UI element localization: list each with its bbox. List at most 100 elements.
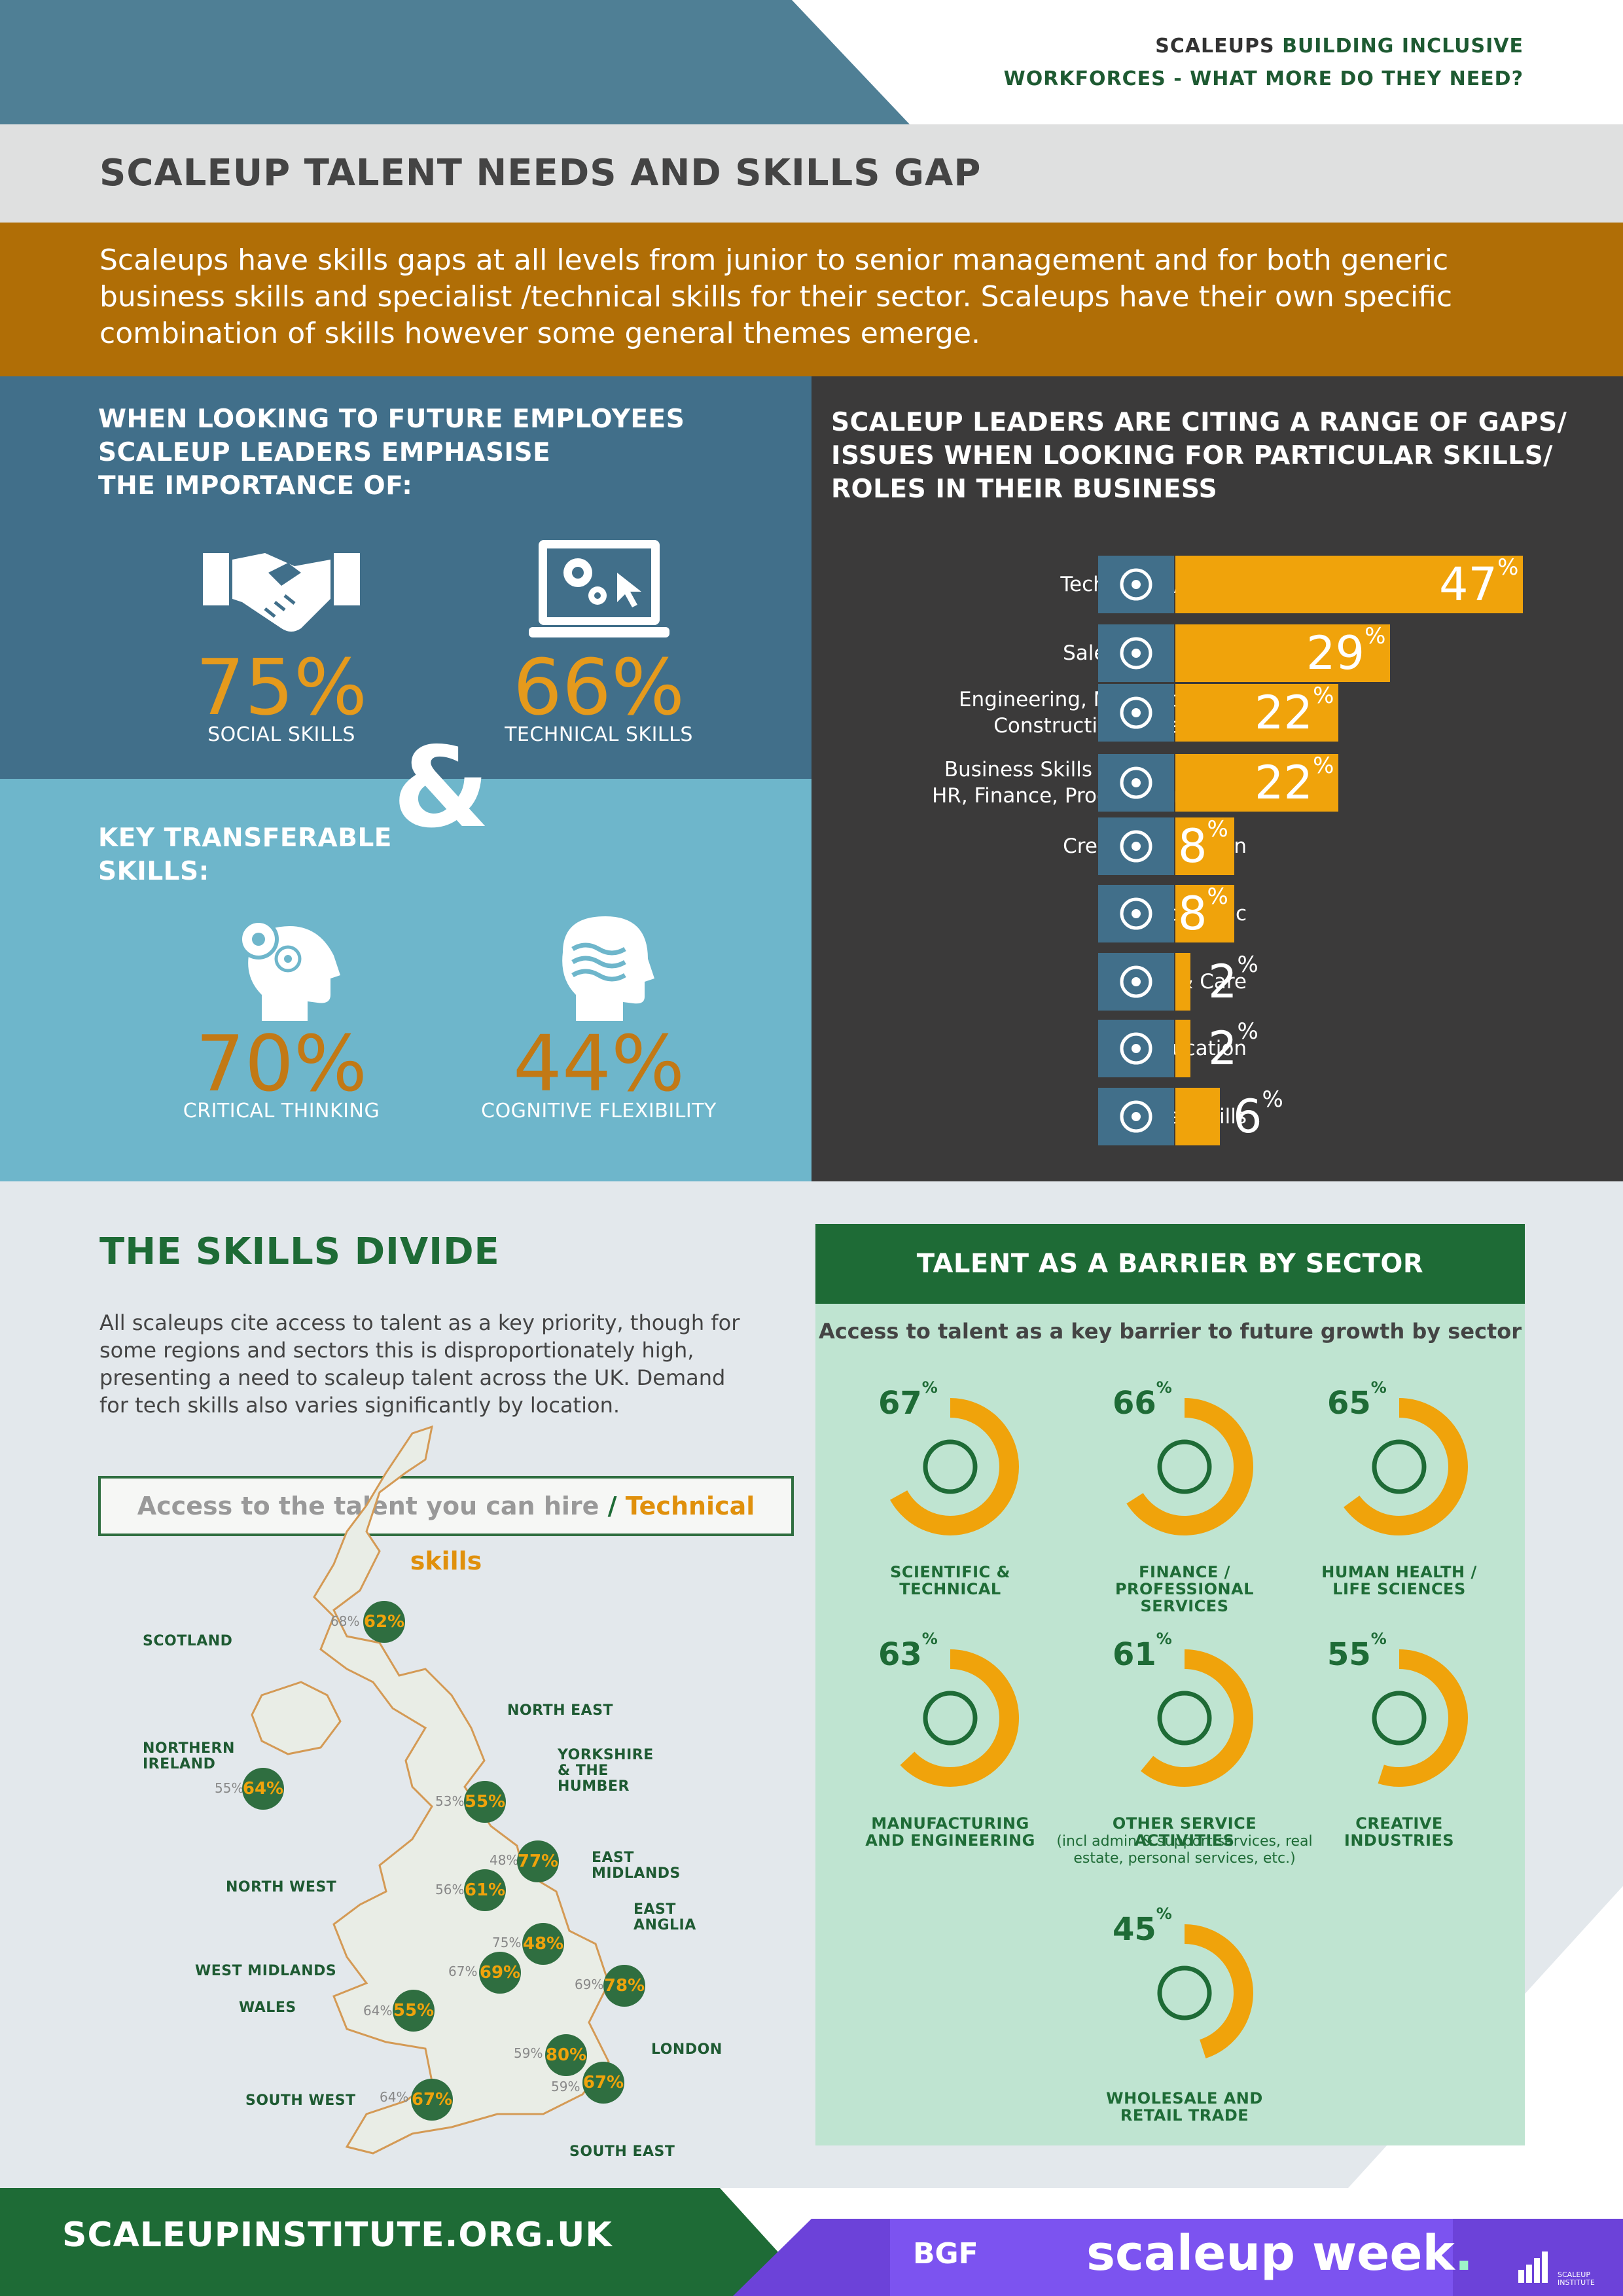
donut-label-line: TECHNICAL [899,1580,1001,1598]
region-ni-tech: 64% [242,1768,284,1810]
donut-percent-unit: % [921,1630,938,1648]
pencil-icon [1372,1691,1427,1746]
scaleup-institute-logo-icon [1518,2251,1548,2283]
region-south-west-label: SOUTH WEST [245,2092,356,2109]
bar-value-label: 29% [1306,623,1385,683]
logo-line: SCALEUP [1558,2270,1590,2279]
region-north-east-label: NORTH EAST [507,1702,614,1719]
bar-value-unit: % [1237,1018,1258,1045]
footer-purple-inner [890,2219,1453,2296]
donut-label: MANUFACTURING AND ENGINEERING [839,1815,1061,1849]
donut-percent-number: 55 [1327,1636,1371,1673]
heading-line: ROLES IN THEIR BUSINESS [831,475,1218,504]
donut-label-line: WHOLESALE AND [1106,2089,1263,2108]
heading-line: ISSUES WHEN LOOKING FOR PARTICULAR SKILL… [831,441,1553,471]
region-scotland-access: 68% [330,1613,360,1629]
donut-ring [900,1649,1019,1787]
header-line1-dark: SCALEUPS [1155,35,1275,58]
donut-percent: 65% [1327,1378,1387,1422]
donut-label-line: AND ENGINEERING [865,1831,1035,1850]
region-em-access: 75% [492,1935,522,1950]
donut-label-line: FINANCE / PROFESSIONAL [1115,1563,1255,1598]
bar [1175,624,1390,682]
website-link[interactable]: SCALEUPINSTITUTE.ORG.UK [62,2215,613,2255]
ampersand: & [393,723,490,853]
donut-label: CREATIVE INDUSTRIES [1288,1815,1510,1849]
donut-percent-unit: % [1156,1630,1172,1648]
scaleup-week-dot: . [1454,2225,1473,2282]
region-wales-label: WALES [239,2000,296,2016]
donut-label-line: INDUSTRIES [1344,1831,1455,1850]
bar-value-unit: % [1313,753,1334,779]
region-yorkshire-access: 48% [490,1852,519,1868]
bar-value-label: 22% [1255,683,1334,743]
page-title: SCALEUP TALENT NEEDS AND SKILLS GAP [99,152,982,194]
sector-heading: TALENT AS A BARRIER BY SECTOR [815,1224,1525,1304]
crane-tools-icon [923,1691,978,1746]
header-series-title: SCALEUPS BUILDING INCLUSIVE WORKFORCES -… [1004,30,1524,96]
logo-line: INSTITUTE [1558,2278,1595,2287]
region-sw-tech: 67% [411,2079,453,2121]
future-employees-heading: WHEN LOOKING TO FUTURE EMPLOYEES SCALEUP… [98,403,685,503]
donut-note-line: (incl admin & support services, real [1056,1833,1313,1850]
region-wm-tech: 69% [479,1952,521,1994]
region-north-west-label: NORTH WEST [226,1879,337,1895]
bar-row: Education 2% [825,1018,1577,1079]
donut-percent-unit: % [1156,1905,1172,1923]
heading-line: THE IMPORTANCE OF: [98,471,413,501]
donut-percent-number: 61 [1113,1636,1156,1673]
region-ne-tech: 55% [464,1781,506,1823]
bar [1175,885,1234,942]
heading-line: SCALEUP LEADERS ARE CITING A RANGE OF GA… [831,408,1567,437]
critical-thinking-label: CRITICAL THINKING [183,1100,380,1122]
donut-arc [1141,1649,1253,1787]
donut-percent: 67% [878,1378,938,1422]
bar-value-unit: % [1262,1086,1283,1113]
region-london-tech: 80% [545,2034,587,2076]
bar-value-unit: % [1497,554,1519,581]
cognitive-flexibility-pct: 44% [512,1018,685,1109]
hand-gears-icon [1098,1088,1174,1145]
bar [1175,1020,1190,1077]
bar-value-number: 22 [1255,756,1313,810]
donut-label-line: RETAIL TRADE [1120,2106,1249,2125]
bar-value-unit: % [1313,683,1334,709]
region-wm-access: 67% [448,1964,478,1979]
graduation-cap-icon [1098,1020,1174,1077]
region-south-east-label: SOUTH EAST [569,2144,675,2160]
region-scotland-tech: 62% [363,1601,405,1643]
region-northern-ireland-label: NORTHERN IRELAND [143,1740,235,1772]
donut-percent: 61% [1113,1630,1172,1673]
sector-panel [815,1224,1525,2145]
bar-value-unit: % [1237,952,1258,978]
skills-divide-heading: THE SKILLS DIVIDE [99,1230,500,1273]
donut-label: SCIENTIFIC & TECHNICAL [839,1564,1061,1598]
head-gears-icon [238,919,340,1021]
brain-flask-icon [923,1439,978,1494]
bar [1175,953,1190,1011]
technical-skills-label: TECHNICAL SKILLS [505,723,693,746]
bar-value-number: 6 [1233,1090,1262,1143]
bar-value-unit: % [1207,884,1228,910]
footer-green-block [0,2188,818,2296]
donut-percent-unit: % [1370,1378,1387,1397]
donut-percent-number: 66 [1113,1385,1156,1422]
touch-icon [1098,556,1174,613]
bar-value-label: 8% [1178,816,1228,876]
region-scotland-label: SCOTLAND [143,1633,233,1649]
region-london-access: 59% [514,2045,543,2061]
donut-label: OTHER SERVICE ACTIVITIES [1073,1815,1296,1849]
region-se-access: 59% [551,2079,580,2094]
intro-text: Scaleups have skills gaps at all levels … [99,243,1453,350]
crane-gear-icon [1098,684,1174,742]
nurse-hat-icon [1098,953,1174,1011]
region-nw-access: 56% [435,1882,465,1897]
donut-label-line: CREATIVE [1355,1814,1443,1833]
donut-percent-unit: % [1370,1630,1387,1648]
bar-value-label: 2% [1208,1018,1258,1079]
bar-row: Engineering, Manufacturing,Construction … [825,683,1577,743]
scaleup-institute-logo-text: SCALEUP INSTITUTE [1558,2271,1595,2287]
transferable-skills-panel [0,779,812,1181]
